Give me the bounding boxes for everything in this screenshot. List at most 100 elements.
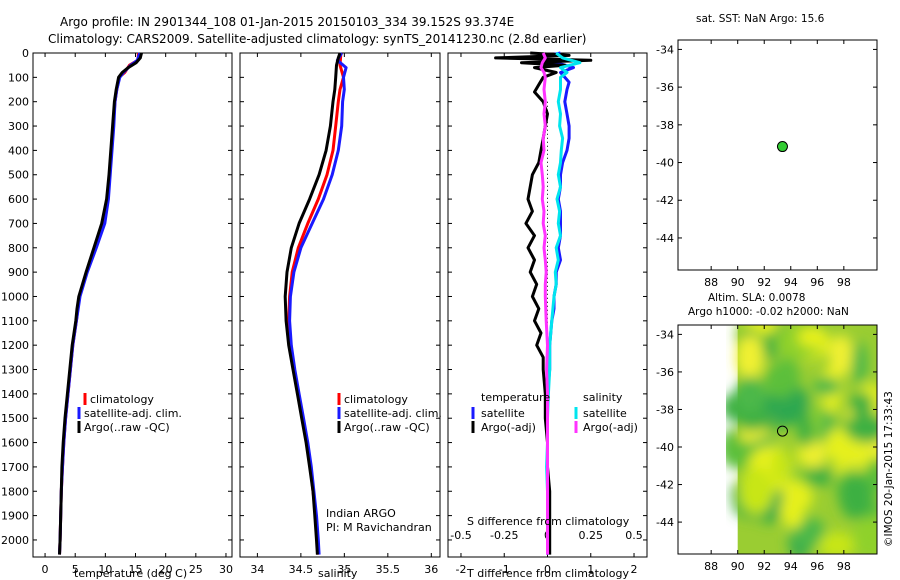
series-line-s-satellite	[545, 51, 582, 555]
lat-tick-label: -36	[656, 81, 674, 94]
x-tick-label: 2	[631, 563, 638, 576]
top-tick-label: 0.25	[579, 529, 604, 542]
series-line-argo-raw-qc-	[283, 52, 342, 555]
x-tick-label: 34.5	[289, 563, 314, 576]
top-tick-label: 0.5	[625, 529, 643, 542]
difference-profile-panel: -2 -1 0 1 2-0.5 -0.25 0 0.25 0.5	[447, 51, 648, 576]
sla-blob	[771, 447, 790, 485]
lon-tick-label: 92	[757, 560, 771, 573]
lat-tick-label: -44	[656, 232, 674, 245]
depth-tick-label: 1600	[1, 437, 29, 450]
depth-tick-label: 600	[8, 193, 29, 206]
salinity-legend: climatology satellite-adj. clim. Argo(..…	[326, 393, 442, 534]
top-tick-label: -0.5	[450, 529, 471, 542]
salinity-axis-label: salinity	[318, 567, 358, 580]
lat-tick-label: -40	[656, 441, 674, 454]
series-line-climatology	[287, 52, 345, 555]
difference-legend: temperature salinity satellite Argo(-adj…	[471, 391, 638, 434]
float-owner-line2: PI: M Ravichandran	[326, 521, 432, 534]
sla-field-blobs	[726, 325, 877, 554]
temperature-profile-panel: 0 100 200 300 400 500 600 700 800 900 1000 1100 1200…	[1, 47, 233, 576]
lon-tick-label: 96	[810, 276, 824, 289]
map-frame	[677, 39, 878, 271]
sla-blob	[805, 440, 826, 470]
depth-tick-label: 700	[8, 217, 29, 230]
x-tick-label: 36	[424, 563, 438, 576]
depth-tick-label: 300	[8, 120, 29, 133]
sla-blob	[850, 517, 877, 554]
sla-blob	[803, 466, 836, 486]
legend-label-climatology: climatology	[90, 393, 154, 406]
x-tick-label: 0	[42, 563, 49, 576]
legend-label-satellite: satellite-adj. clim.	[344, 407, 442, 420]
sla-blob	[764, 363, 798, 398]
x-tick-label: 15	[129, 563, 143, 576]
depth-tick-label: 100	[8, 71, 29, 84]
depth-tick-label: 500	[8, 169, 29, 182]
sla-blob	[838, 474, 874, 520]
lon-tick-label: 92	[757, 276, 771, 289]
legend-label-t-satellite: satellite	[481, 407, 525, 420]
lat-tick-label: -38	[656, 403, 674, 416]
figure-title-line2: Climatology: CARS2009. Satellite-adjuste…	[48, 32, 586, 46]
legend-title-temperature: temperature	[481, 391, 550, 404]
figure-title-line1: Argo profile: IN 2901344_108 01-Jan-2015…	[60, 15, 514, 29]
sst-map-panel: 88 90 92 94 96 98 -34 -36 -38 -40 -42 -44	[656, 39, 878, 289]
depth-tick-label: 400	[8, 144, 29, 157]
sla-field	[726, 325, 877, 554]
legend-label-climatology: climatology	[344, 393, 408, 406]
depth-tick-label: 1200	[1, 339, 29, 352]
sla-blob	[735, 376, 765, 414]
sla-blob	[828, 334, 854, 376]
depth-tick-label: 1900	[1, 510, 29, 523]
sla-blob	[735, 334, 764, 381]
lat-tick-label: -36	[656, 366, 674, 379]
s-difference-axis-label: S difference from climatology	[467, 515, 630, 528]
argo-position-marker	[776, 141, 788, 153]
x-tick-label: 30	[219, 563, 233, 576]
sla-map-panel: 88 90 92 94 96 98 -34 -36 -38 -40 -42 -44	[656, 324, 878, 573]
legend-label-s-satellite: satellite	[583, 407, 627, 420]
depth-tick-label: 800	[8, 242, 29, 255]
depth-tick-label: 1100	[1, 315, 29, 328]
sla-blob	[844, 412, 877, 444]
lat-tick-label: -40	[656, 157, 674, 170]
depth-tick-label: 200	[8, 96, 29, 109]
series-line-t-argo-adj-	[494, 51, 593, 555]
sla-blob	[739, 467, 774, 515]
top-tick-label: -0.25	[490, 529, 518, 542]
lon-tick-label: 88	[704, 276, 718, 289]
series-line-argo-raw-qc-	[58, 52, 143, 555]
x-tick-label: 34	[250, 563, 264, 576]
depth-tick-label: 1800	[1, 485, 29, 498]
lat-tick-label: -38	[656, 119, 674, 132]
x-tick-label: 10	[98, 563, 112, 576]
lon-tick-label: 96	[810, 560, 824, 573]
lat-tick-label: -42	[656, 479, 674, 492]
depth-tick-label: 1000	[1, 290, 29, 303]
x-tick-label: 5	[72, 563, 79, 576]
depth-tick-label: 900	[8, 266, 29, 279]
sla-map-title-line2: Argo h1000: -0.02 h2000: NaN	[688, 306, 849, 318]
imos-credit: ©IMOS 20-Jan-2015 17:33:43	[883, 391, 895, 547]
x-tick-label: 25	[189, 563, 203, 576]
sla-blob	[851, 341, 868, 385]
depth-tick-label: 1700	[1, 461, 29, 474]
legend-label-s-argo: Argo(-adj)	[583, 421, 638, 434]
x-tick-label: 0	[544, 563, 551, 576]
legend-label-argo: Argo(..raw -QC)	[344, 421, 430, 434]
lon-tick-label: 88	[704, 560, 718, 573]
lon-tick-label: 94	[784, 560, 798, 573]
legend-label-satellite: satellite-adj. clim.	[84, 407, 182, 420]
series-line-climatology	[58, 52, 140, 555]
depth-tick-label: 1500	[1, 412, 29, 425]
map-frame	[677, 324, 878, 555]
lat-tick-label: -44	[656, 516, 674, 529]
series-line-satellite-adj-clim-	[58, 52, 142, 555]
lon-tick-label: 98	[837, 276, 851, 289]
x-tick-label: -1	[499, 563, 510, 576]
sla-blob	[849, 392, 874, 416]
argo-position-marker	[776, 425, 788, 437]
sla-blob	[818, 531, 855, 554]
